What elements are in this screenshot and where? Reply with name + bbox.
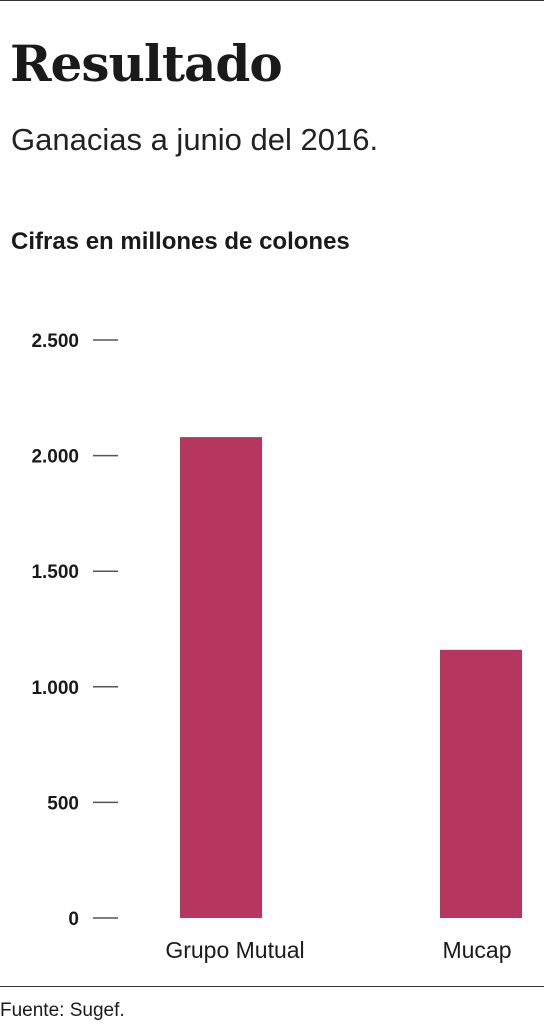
page-subtitle: Ganacias a junio del 2016. bbox=[11, 122, 379, 157]
x-category-label: Grupo Mutual bbox=[165, 937, 304, 963]
source-note: Fuente: Sugef. bbox=[0, 1000, 125, 1021]
y-tick-label: 0 bbox=[68, 909, 79, 930]
bar-chart: 0 500 1.000 1.500 2.000 2.500 Grupo Mutual Muca… bbox=[31, 331, 522, 963]
y-tick-label: 2.000 bbox=[31, 447, 79, 468]
y-tick-label: 500 bbox=[47, 793, 79, 814]
y-tick-label: 1.000 bbox=[31, 678, 79, 699]
x-category-label: Mucap bbox=[442, 937, 511, 963]
top-rule bbox=[0, 0, 544, 1]
bar-grupo-mutual bbox=[180, 437, 262, 918]
unit-label: Cifras en millones de colones bbox=[11, 228, 350, 255]
bar-mucap bbox=[440, 649, 522, 918]
bottom-rule bbox=[0, 986, 544, 987]
y-tick-label: 2.500 bbox=[31, 331, 79, 352]
page-title: Resultado bbox=[10, 34, 283, 93]
y-tick-label: 1.500 bbox=[31, 562, 79, 583]
